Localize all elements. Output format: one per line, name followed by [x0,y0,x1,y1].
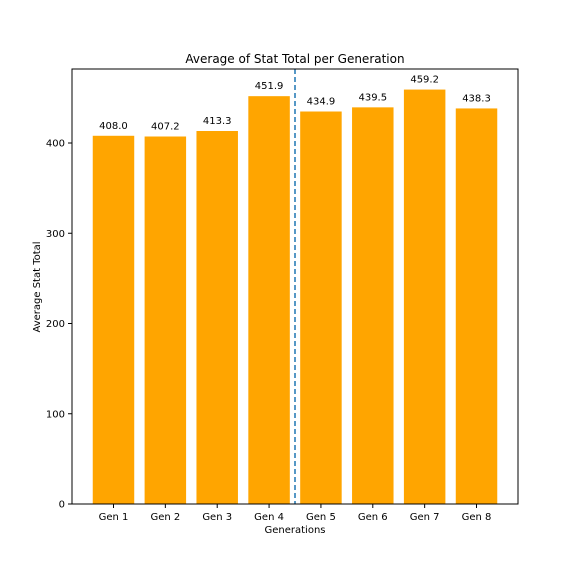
bar-gen-6 [352,107,394,505]
y-tick-label-300: 300 [46,229,65,240]
bar-gen-3 [196,131,238,504]
y-tick-label-400: 400 [46,139,65,150]
chart-title: Average of Stat Total per Generation [185,52,404,66]
y-tick-label-100: 100 [46,409,65,420]
x-tick-label-gen-4: Gen 4 [254,512,284,523]
bar-gen-2 [144,136,187,504]
x-tick-label-gen-3: Gen 3 [202,512,232,523]
bar-series [92,89,498,505]
data-label-gen-5: 434.9 [307,97,336,108]
data-label-gen-4: 451.9 [255,81,284,92]
y-tick-label-0: 0 [59,500,65,511]
x-tick-label-gen-6: Gen 6 [358,512,388,523]
plot-frame [71,68,519,505]
x-axis-label: Generations [265,525,326,536]
x-axis: Gen 1 Gen 2 Gen 3 Gen 4 Gen 5 Gen 6 Gen 7 Gen 8 [99,504,492,523]
data-label-gen-2: 407.2 [151,122,180,133]
data-label-gen-7: 459.2 [410,75,439,86]
x-tick-label-gen-1: Gen 1 [99,512,129,523]
data-labels: 408.0 407.2 413.3 451.9 434.9 439.5 459.2 438.3 [99,75,491,133]
bar-gen-5 [300,111,342,504]
bar-gen-1 [92,135,135,504]
y-tick-label-200: 200 [46,319,65,330]
bar-gen-8 [455,108,498,505]
y-axis: 0 100 200 300 400 [46,139,72,511]
bar-gen-7 [403,89,446,504]
bar-gen-4 [248,96,290,504]
x-tick-label-gen-7: Gen 7 [410,512,440,523]
data-label-gen-3: 413.3 [203,116,232,127]
data-label-gen-1: 408.0 [99,121,128,132]
x-tick-label-gen-5: Gen 5 [306,512,336,523]
x-tick-label-gen-2: Gen 2 [150,512,180,523]
data-label-gen-6: 439.5 [358,92,387,103]
x-tick-label-gen-8: Gen 8 [462,512,492,523]
y-axis-label: Average Stat Total [32,241,43,332]
data-label-gen-8: 438.3 [462,93,491,104]
